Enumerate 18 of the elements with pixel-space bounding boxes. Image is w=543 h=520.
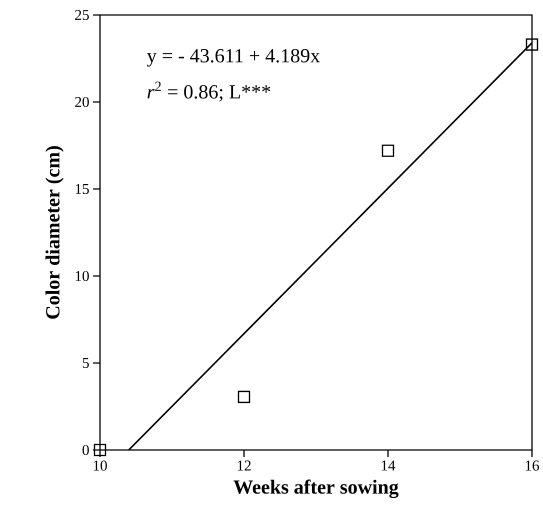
y-tick-label: 10 bbox=[76, 270, 89, 282]
point bbox=[238, 390, 250, 404]
point bbox=[94, 444, 106, 456]
y-tick-label: 20 bbox=[75, 96, 89, 108]
y-tick-label: 25 bbox=[75, 10, 89, 20]
y-tick-label: 5 bbox=[82, 358, 89, 368]
x-tick-label: 16 bbox=[526, 460, 540, 471]
x-axis-title: Weeks after sowing bbox=[234, 480, 399, 498]
point bbox=[382, 144, 394, 157]
y-axis-title: Color diameter (cm) bbox=[45, 146, 64, 319]
y-tick-label: 15 bbox=[76, 184, 89, 194]
annotation: r$^{2}$ = 0.86; L*** bbox=[148, 82, 270, 102]
annotation: y = - 43.611 + 4.189x bbox=[146, 48, 320, 67]
x-tick-label: 10 bbox=[94, 460, 107, 471]
x-tick-label: 12 bbox=[238, 460, 251, 470]
y-tick-label: 0 bbox=[82, 444, 89, 456]
point bbox=[526, 38, 538, 51]
x-tick-label: 14 bbox=[382, 460, 396, 470]
